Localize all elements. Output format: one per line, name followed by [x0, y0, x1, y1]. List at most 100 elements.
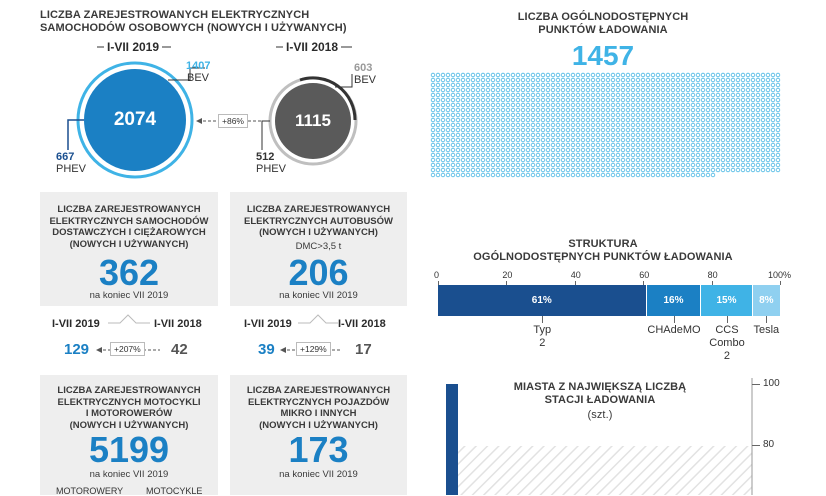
charging-point-dot [445, 157, 451, 163]
charging-point-dot [655, 172, 661, 178]
charging-point-dot [465, 137, 471, 143]
charging-point-dot [525, 127, 531, 133]
charging-point-dot [455, 127, 461, 133]
charging-point-dot [615, 107, 621, 113]
charging-point-dot [555, 72, 561, 78]
charging-point-dot [565, 72, 571, 78]
charging-point-dot [750, 102, 756, 108]
charging-point-dot [735, 122, 741, 128]
charging-point-dot [620, 102, 626, 108]
charging-point-dot [695, 137, 701, 143]
charging-point-dot [690, 162, 696, 168]
charging-point-dot [745, 87, 751, 93]
charging-point-dot [560, 157, 566, 163]
charging-point-dot [660, 142, 666, 148]
charging-point-dot [550, 127, 556, 133]
charging-point-dot [505, 137, 511, 143]
charging-point-dot [750, 112, 756, 118]
charging-point-dot [760, 87, 766, 93]
charging-point-dot [760, 122, 766, 128]
charging-point-dot [575, 97, 581, 103]
charging-point-dot [635, 137, 641, 143]
charging-point-dot [765, 72, 771, 78]
charging-point-dot [695, 77, 701, 83]
charging-point-dot [760, 162, 766, 168]
cities-title-line2: STACJI ŁADOWANIA [544, 394, 656, 406]
charging-point-dot [570, 167, 576, 173]
charging-point-dot [480, 82, 486, 88]
charging-point-dot [550, 82, 556, 88]
charging-point-dot [515, 127, 521, 133]
charging-point-dot [510, 112, 516, 118]
charging-point-dot [750, 137, 756, 143]
charging-point-dot [540, 77, 546, 83]
charging-point-dot [675, 137, 681, 143]
charging-point-dot [470, 102, 476, 108]
charging-point-dot [705, 142, 711, 148]
charging-point-dot [750, 77, 756, 83]
charging-point-dot [430, 132, 436, 138]
charging-point-dot [640, 107, 646, 113]
charging-point-dot [720, 112, 726, 118]
charging-point-dot [640, 77, 646, 83]
charging-point-dot [560, 162, 566, 168]
charging-point-dot [730, 107, 736, 113]
charging-point-dot [495, 97, 501, 103]
charging-point-dot [485, 102, 491, 108]
charging-point-dot [660, 122, 666, 128]
cities-bar [446, 384, 458, 495]
charging-point-dot [725, 137, 731, 143]
charging-point-dot [580, 127, 586, 133]
charging-point-dot [440, 172, 446, 178]
structure-segment-label-line: 2 [539, 337, 546, 349]
charging-point-dot [675, 112, 681, 118]
charging-point-dot [630, 112, 636, 118]
charging-point-dot [600, 102, 606, 108]
charging-point-dot [635, 152, 641, 158]
charging-point-dot [525, 172, 531, 178]
structure-tick-mark [574, 281, 576, 285]
charging-point-dot [450, 137, 456, 143]
charging-point-dot [510, 127, 516, 133]
charging-point-dot [585, 152, 591, 158]
charging-point-dot [590, 92, 596, 98]
charging-point-dot [645, 82, 651, 88]
charging-point-dot [625, 142, 631, 148]
charging-point-dot [495, 127, 501, 133]
moto-title: LICZBA ZAREJESTROWANYCH ELEKTRYCZNYCH MO… [40, 385, 218, 431]
charging-point-dot [565, 167, 571, 173]
charging-point-dot [650, 107, 656, 113]
structure-segment-label-line: 2 [723, 350, 731, 362]
charging-point-dot [725, 92, 731, 98]
charging-point-dot [645, 112, 651, 118]
charging-point-dot [520, 102, 526, 108]
charging-point-dot [485, 147, 491, 153]
charging-point-dot [510, 92, 516, 98]
charging-point-dot [480, 92, 486, 98]
charging-point-dot [630, 97, 636, 103]
charging-point-dot [620, 127, 626, 133]
charging-point-dot [590, 77, 596, 83]
charging-point-dot [660, 102, 666, 108]
charging-point-dot [485, 77, 491, 83]
charging-point-dot [700, 97, 706, 103]
charging-point-dot [535, 92, 541, 98]
charging-point-dot [490, 167, 496, 173]
charging-point-dot [460, 97, 466, 103]
charging-point-dot [580, 122, 586, 128]
charging-point-dot [540, 132, 546, 138]
charging-point-dot [435, 157, 441, 163]
charging-point-dot [625, 107, 631, 113]
charging-point-dot [755, 127, 761, 133]
charging-point-dot [535, 142, 541, 148]
charging-point-dot [615, 122, 621, 128]
phev-2018-label: PHEV [256, 163, 286, 175]
charging-point-dot [545, 127, 551, 133]
charging-point-dot [715, 147, 721, 153]
charging-point-dot [655, 142, 661, 148]
charging-point-dot [490, 117, 496, 123]
charging-point-dot [650, 122, 656, 128]
charging-point-dot [610, 147, 616, 153]
charging-point-dot [530, 112, 536, 118]
charging-point-dot [650, 167, 656, 173]
